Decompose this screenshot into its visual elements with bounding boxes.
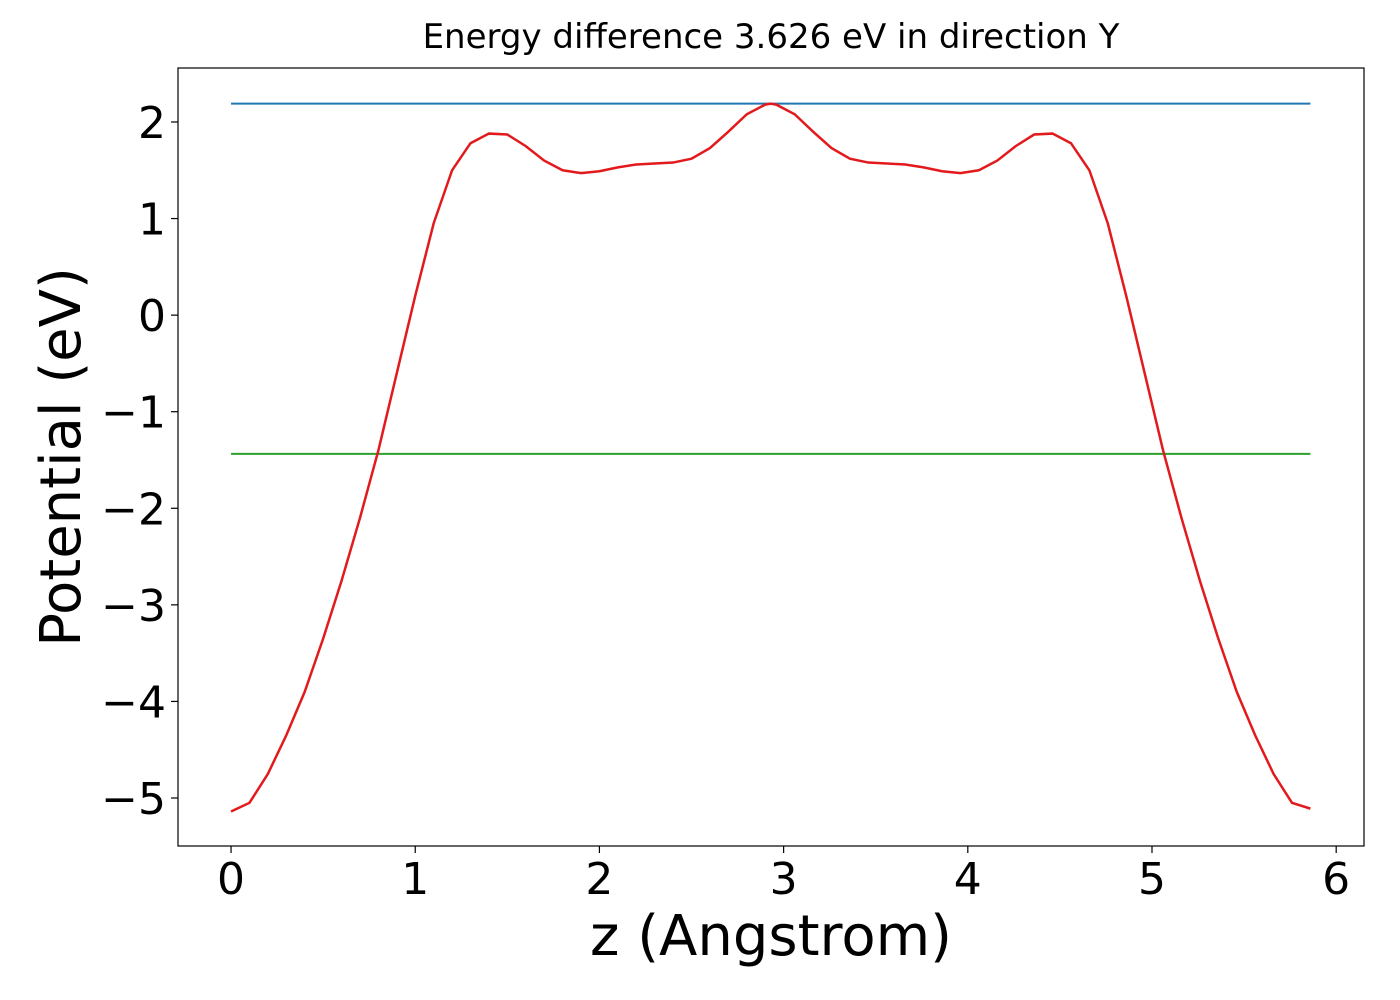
x-tick-label: 1 bbox=[401, 854, 429, 905]
data-line bbox=[230, 102, 1311, 813]
x-tick-label: 2 bbox=[585, 854, 613, 905]
x-tick-label: 4 bbox=[954, 854, 982, 905]
y-tick-label: −3 bbox=[101, 581, 166, 632]
y-tick-label: 1 bbox=[138, 195, 166, 246]
plot-frame bbox=[177, 67, 1365, 847]
y-tick-label: −5 bbox=[101, 774, 166, 825]
y-axis-label: Potential (eV) bbox=[29, 267, 94, 647]
x-tick-label: 0 bbox=[217, 854, 245, 905]
x-tick-label: 6 bbox=[1322, 854, 1350, 905]
y-tick-label: 2 bbox=[138, 98, 166, 149]
y-tick-label: −4 bbox=[101, 677, 166, 728]
y-tick-label: 0 bbox=[138, 291, 166, 342]
x-axis-label: z (Angstrom) bbox=[590, 904, 952, 969]
chart-title: Energy difference 3.626 eV in direction … bbox=[423, 17, 1120, 57]
y-tick-label: −2 bbox=[101, 484, 166, 535]
x-tick-label: 5 bbox=[1138, 854, 1166, 905]
x-tick-label: 3 bbox=[770, 854, 798, 905]
y-tick-label: −1 bbox=[101, 388, 166, 439]
